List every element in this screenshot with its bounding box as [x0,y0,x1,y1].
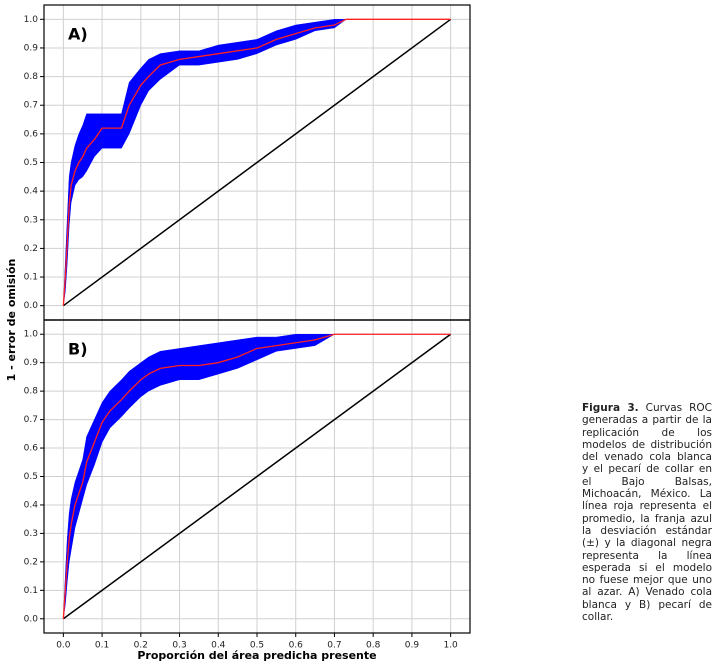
y-axis-label: 1 - error de omisión [5,259,18,382]
x-tick-label: 0.4 [211,641,226,651]
x-tick-label: 0.0 [56,641,71,651]
y-tick-label: 0.2 [24,557,38,567]
y-tick-label: 0.8 [24,387,39,397]
y-tick-label: 0.8 [24,72,39,82]
x-tick-label: 0.6 [289,641,304,651]
y-tick-label: 0.1 [24,586,38,596]
plot-frame [43,4,471,634]
y-tick-label: 0.4 [24,500,39,510]
y-tick-label: 0.6 [24,444,39,454]
x-tick-label: 0.3 [172,641,186,651]
diagonal-line [62,333,452,620]
y-tick-label: 0.4 [24,187,39,197]
caption-text: Curvas ROC generadas a partir de la repl… [582,402,712,624]
panel-label: B) [68,340,88,359]
std-band [63,19,451,306]
y-tick-label: 0.9 [24,358,39,368]
y-tick-label: 0.9 [24,43,39,53]
x-tick-label: 0.1 [95,641,109,651]
x-tick-label: 1.0 [443,641,458,651]
x-tick-label: 0.5 [250,641,264,651]
mean-line [62,18,451,306]
caption: Figura 3. Curvas ROC generadas a partir … [582,402,712,623]
y-tick-label: 0.0 [24,301,39,311]
std-band [63,333,451,619]
panel-label: A) [68,25,88,44]
x-tick-label: 0.7 [327,641,341,651]
y-tick-label: 0.3 [24,529,38,539]
x-tick-label: 0.2 [134,641,148,651]
y-tick-label: 1.0 [24,15,39,25]
y-tick-label: 0.5 [24,158,38,168]
y-tick-label: 0.7 [24,415,38,425]
x-tick-label: 0.9 [405,641,420,651]
caption-label: Figura 3. [582,402,639,414]
y-tick-label: 0.1 [24,273,38,283]
y-tick-label: 0.0 [24,614,39,624]
diagonal-line [62,18,452,307]
y-tick-label: 1.0 [24,330,39,340]
x-axis-label: Proporción del área predicha presente [137,649,376,662]
x-tick-label: 0.8 [366,641,381,651]
mean-line [62,333,451,619]
y-tick-label: 0.7 [24,101,38,111]
y-tick-label: 0.6 [24,129,39,139]
y-tick-label: 0.3 [24,215,38,225]
y-tick-label: 0.2 [24,244,38,254]
y-tick-label: 0.5 [24,472,38,482]
